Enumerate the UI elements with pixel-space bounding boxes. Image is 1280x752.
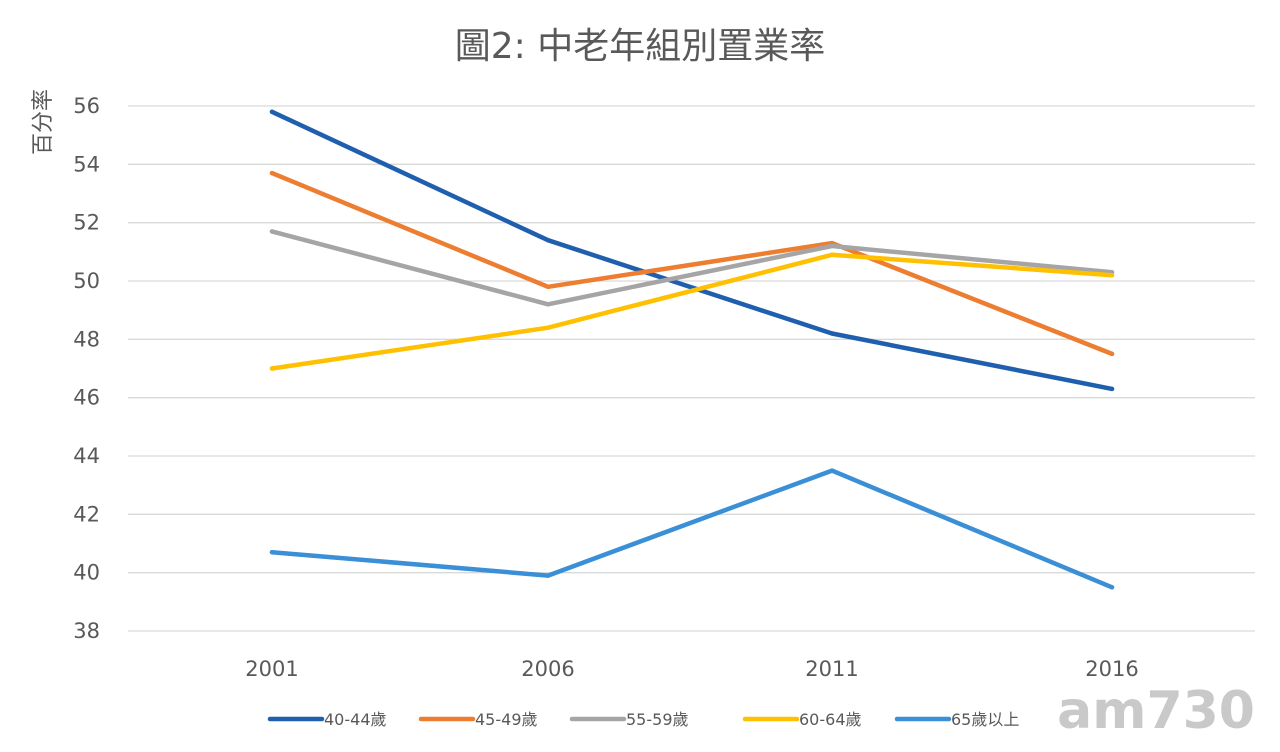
data-point [829,331,835,336]
y-tick-label: 38 [73,619,100,643]
chart-title: 圖2: 中老年組別置業率 [455,26,825,67]
data-point [1109,386,1115,392]
y-tick-label: 52 [73,211,100,235]
data-point [829,252,835,257]
x-tick-label: 2006 [521,657,574,681]
legend-label: 55-59歲 [626,710,689,729]
data-point [829,468,835,473]
data-point [269,170,275,176]
y-tick-label: 40 [73,561,100,585]
y-axis-label: 百分率 [31,89,56,155]
y-tick-label: 56 [73,94,100,118]
data-point [269,550,275,555]
series-line-45-49歲 [269,170,1115,357]
series-lines [269,109,1115,590]
y-tick-label: 50 [73,269,100,293]
data-point [1109,351,1115,357]
data-point [545,238,551,243]
watermark-logo: am730 [1057,681,1255,741]
data-point [545,573,551,578]
data-point [829,243,835,249]
data-point [545,302,551,307]
x-tick-label: 2001 [245,657,298,681]
legend-label: 65歲以上 [951,710,1019,729]
x-axis-ticks: 2001 2006 2011 2016 [245,657,1138,681]
legend: 40-44歲 45-49歲 55-59歲 60-64歲 65歲以上 [267,710,1019,729]
y-tick-label: 42 [73,502,100,526]
data-point [269,366,275,371]
data-point [1109,273,1115,278]
y-tick-label: 44 [73,444,100,468]
y-tick-label: 54 [73,152,100,176]
data-point [545,284,551,289]
series-line-55-59歲 [269,229,1115,307]
legend-label: 45-49歲 [475,710,538,729]
y-tick-label: 46 [73,386,100,410]
series-line-40-44歲 [269,109,1115,392]
x-tick-label: 2016 [1085,657,1138,681]
data-point [545,325,551,330]
data-point [269,229,275,234]
legend-label: 60-64歲 [799,710,862,729]
series-line-60-64歲 [269,252,1115,371]
data-point [269,109,275,115]
y-tick-label: 48 [73,327,100,351]
x-tick-label: 2011 [805,657,858,681]
series-line-65歲以上 [269,468,1115,590]
data-point [1109,585,1115,590]
legend-label: 40-44歲 [324,710,387,729]
gridlines [128,105,1255,632]
y-axis-ticks: 38 40 42 44 46 48 50 52 54 56 [73,94,100,643]
